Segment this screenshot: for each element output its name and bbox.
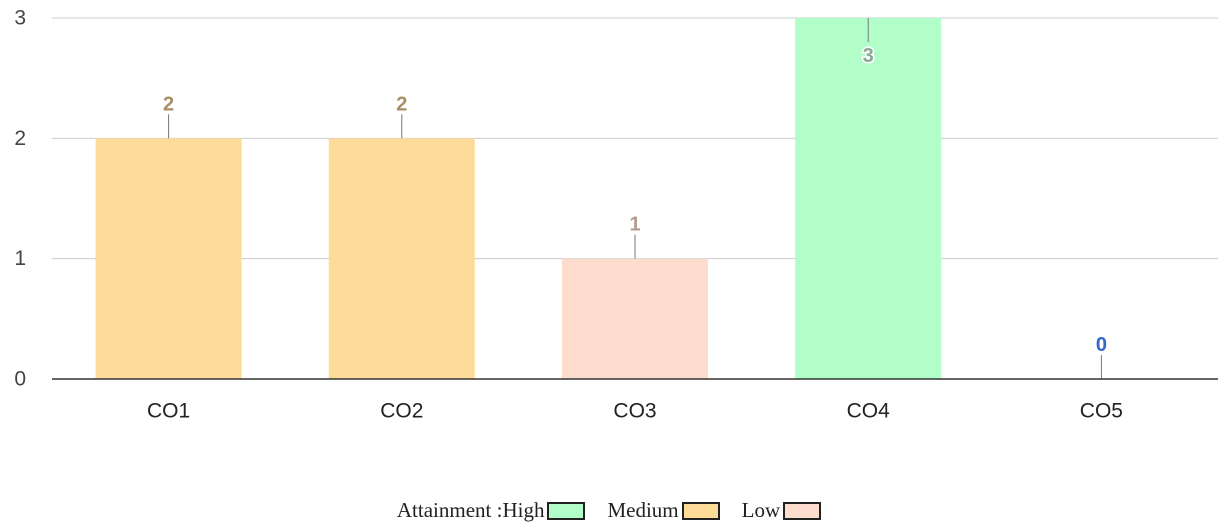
legend-swatch-medium [681, 501, 720, 520]
data-label-co4: 3 [863, 45, 874, 67]
legend-title: Attainment : [396, 498, 503, 522]
legend-item-medium: Medium [607, 498, 720, 523]
bar-co2 [328, 138, 475, 379]
legend-label-low: Low [741, 498, 781, 522]
x-tick-label-co1: CO1 [147, 400, 190, 423]
y-tick-label-0: 0 [14, 368, 26, 391]
bar-chart: 0 1 2 3 2 CO1 2 CO2 1 CO3 3 CO4 0 CO5 [14, 7, 1218, 423]
data-label-co1: 2 [163, 93, 174, 115]
legend-swatch-low [783, 501, 822, 520]
y-tick-label-3: 3 [14, 7, 26, 30]
legend-item-low: Low [742, 498, 822, 523]
legend-label-medium: Medium [607, 498, 679, 522]
bar-co3 [562, 258, 708, 379]
x-tick-label-co4: CO4 [847, 400, 891, 423]
data-label-co5: 0 [1096, 334, 1107, 356]
legend: Attainment : High Medium Low [0, 498, 1218, 523]
bar-co1 [95, 138, 242, 379]
x-tick-label-co3: CO3 [613, 400, 656, 423]
legend-label-high: High [502, 498, 545, 522]
y-tick-label-1: 1 [14, 247, 26, 270]
bar-co4 [795, 18, 942, 379]
y-tick-label-2: 2 [14, 127, 26, 150]
legend-item-high: High [502, 498, 586, 523]
x-tick-label-co5: CO5 [1080, 400, 1123, 423]
data-label-co3: 1 [629, 214, 640, 236]
x-tick-label-co2: CO2 [380, 400, 423, 423]
legend-swatch-high [547, 501, 586, 520]
data-label-co2: 2 [396, 93, 407, 115]
